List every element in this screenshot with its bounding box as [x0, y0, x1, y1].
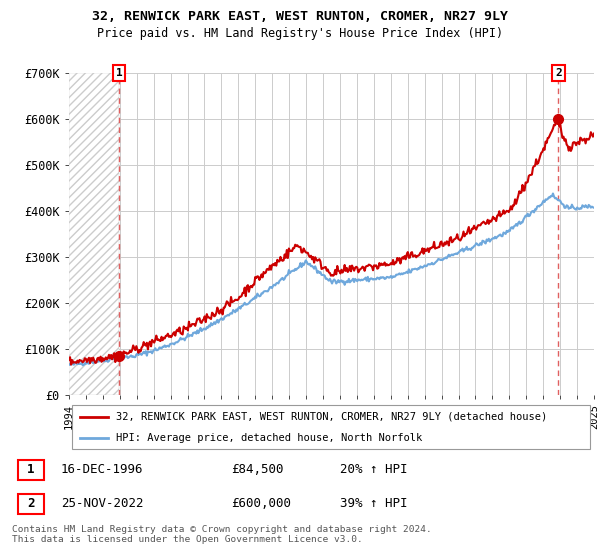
Text: 2: 2 — [27, 497, 34, 510]
FancyBboxPatch shape — [18, 460, 44, 480]
Text: 16-DEC-1996: 16-DEC-1996 — [61, 463, 143, 476]
Text: 20% ↑ HPI: 20% ↑ HPI — [340, 463, 408, 476]
Text: £600,000: £600,000 — [231, 497, 291, 510]
Text: 32, RENWICK PARK EAST, WEST RUNTON, CROMER, NR27 9LY (detached house): 32, RENWICK PARK EAST, WEST RUNTON, CROM… — [116, 412, 548, 422]
Text: Price paid vs. HM Land Registry's House Price Index (HPI): Price paid vs. HM Land Registry's House … — [97, 27, 503, 40]
Text: 32, RENWICK PARK EAST, WEST RUNTON, CROMER, NR27 9LY: 32, RENWICK PARK EAST, WEST RUNTON, CROM… — [92, 10, 508, 22]
Text: 1: 1 — [116, 68, 122, 78]
Text: Contains HM Land Registry data © Crown copyright and database right 2024.
This d: Contains HM Land Registry data © Crown c… — [12, 525, 432, 544]
Text: 25-NOV-2022: 25-NOV-2022 — [61, 497, 143, 510]
Text: £84,500: £84,500 — [231, 463, 283, 476]
Text: HPI: Average price, detached house, North Norfolk: HPI: Average price, detached house, Nort… — [116, 433, 422, 444]
Text: 2: 2 — [555, 68, 562, 78]
FancyBboxPatch shape — [18, 493, 44, 514]
FancyBboxPatch shape — [71, 405, 590, 449]
Bar — [69, 73, 119, 395]
Text: 39% ↑ HPI: 39% ↑ HPI — [340, 497, 408, 510]
Text: 1: 1 — [27, 463, 34, 476]
